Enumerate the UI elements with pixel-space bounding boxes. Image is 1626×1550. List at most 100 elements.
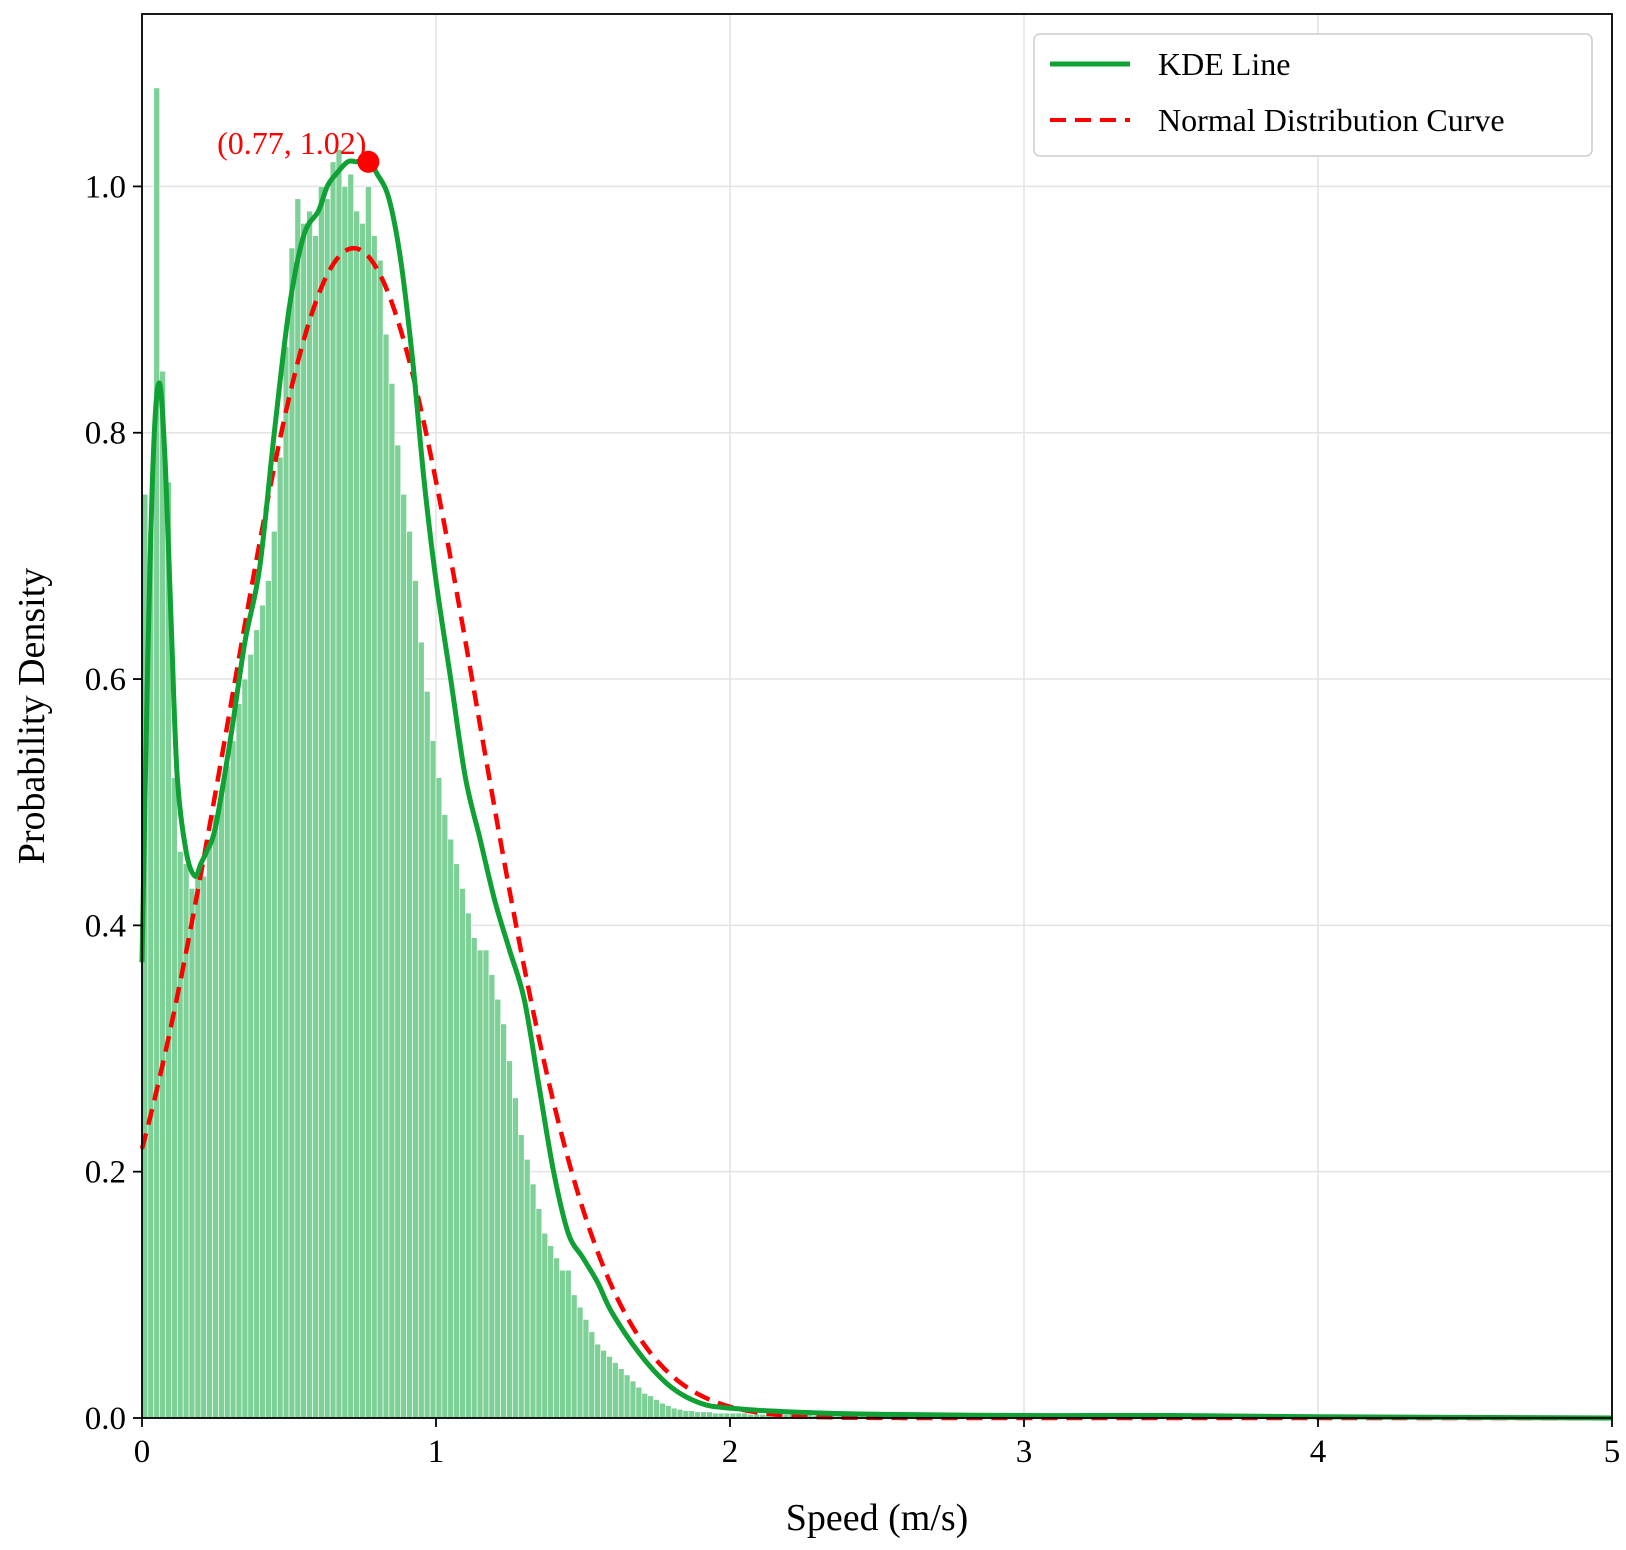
- histogram-bar: [171, 777, 178, 1419]
- histogram-bar: [382, 333, 390, 1419]
- histogram-bar: [559, 1269, 566, 1419]
- legend-normal-label: Normal Distribution Curve: [1158, 102, 1505, 138]
- histogram-bar: [235, 703, 243, 1419]
- histogram-bar: [229, 740, 237, 1419]
- x-tick-label: 1: [428, 1434, 445, 1470]
- histogram-bar: [506, 1060, 513, 1419]
- histogram-bar: [653, 1399, 660, 1419]
- peak-marker-group: (0.77, 1.02): [217, 125, 380, 173]
- y-tick-label: 0.0: [85, 1401, 126, 1437]
- histogram-bar: [565, 1269, 572, 1419]
- histogram-bar: [459, 888, 466, 1419]
- histogram-bar: [353, 210, 360, 1419]
- histogram-bar: [265, 580, 272, 1419]
- histogram-bar: [670, 1407, 678, 1419]
- histogram-bar: [312, 235, 319, 1419]
- histogram-bar: [700, 1411, 707, 1419]
- histogram-bar: [300, 223, 307, 1419]
- y-axis: 0.0 0.2 0.4 0.6 0.8 1.0: [85, 169, 142, 1437]
- histogram-bar: [365, 186, 372, 1419]
- histogram-bar: [629, 1380, 637, 1419]
- histogram-bar: [547, 1245, 554, 1419]
- histogram-bar: [535, 1208, 543, 1419]
- histogram-bar: [488, 974, 496, 1419]
- histogram-bar: [441, 814, 449, 1419]
- histogram-bar: [418, 641, 425, 1419]
- x-tick-label: 4: [1310, 1434, 1327, 1470]
- histogram-bar: [412, 580, 419, 1419]
- histogram-bar: [406, 530, 413, 1419]
- y-tick-label: 0.6: [85, 662, 126, 698]
- histogram-bar: [659, 1402, 666, 1419]
- histogram-bar: [371, 235, 378, 1419]
- histogram-bar: [476, 949, 484, 1419]
- histogram-bar: [400, 494, 407, 1419]
- histogram-bar: [435, 777, 443, 1419]
- histogram-bar: [259, 604, 266, 1419]
- histogram-bar: [306, 210, 313, 1419]
- histogram-bar: [588, 1331, 596, 1419]
- histogram-bar: [294, 198, 302, 1419]
- kde-curve: [139, 158, 1613, 1421]
- histogram-bar: [676, 1409, 684, 1419]
- histogram-bar: [282, 346, 290, 1419]
- x-tick-label: 2: [722, 1434, 739, 1470]
- x-axis: 0 1 2 3 4 5: [134, 1418, 1621, 1470]
- histogram-bar: [153, 87, 160, 1419]
- histogram-bar: [176, 851, 184, 1419]
- legend: KDE Line Normal Distribution Curve: [1033, 33, 1593, 157]
- histogram-bar: [576, 1306, 584, 1419]
- histogram-bar: [194, 875, 202, 1419]
- histogram-bar: [241, 678, 249, 1419]
- histogram-bar: [159, 370, 166, 1419]
- y-tick-label: 1.0: [85, 169, 126, 205]
- peak-marker: [357, 150, 380, 173]
- histogram-bar: [329, 161, 337, 1419]
- histogram-bar: [706, 1411, 713, 1419]
- x-tick-label: 5: [1604, 1434, 1621, 1470]
- histogram-bar: [206, 838, 213, 1419]
- histogram-bar: [582, 1319, 590, 1419]
- histogram-bar: [288, 247, 296, 1419]
- histogram-bar: [570, 1294, 578, 1419]
- histogram-bar: [188, 888, 196, 1419]
- histogram-bar: [253, 629, 260, 1419]
- histogram-bar: [470, 937, 478, 1419]
- legend-box: [1033, 33, 1593, 157]
- peak-annotation-label: (0.77, 1.02): [217, 125, 366, 161]
- histogram-bar: [594, 1343, 601, 1419]
- histogram-bar: [359, 223, 366, 1419]
- histogram-bar: [665, 1405, 672, 1419]
- histogram-bar: [388, 383, 396, 1419]
- histogram-bar: [553, 1257, 560, 1419]
- histogram-bar: [623, 1374, 631, 1419]
- histogram-bar: [500, 1023, 507, 1419]
- histogram-bar: [323, 198, 331, 1419]
- x-axis-label: Speed (m/s): [786, 1497, 969, 1539]
- histogram-bar: [523, 1159, 531, 1419]
- histogram-bar: [641, 1393, 648, 1419]
- histogram-bar: [335, 149, 343, 1419]
- histogram-bar: [224, 764, 231, 1419]
- histogram-bar: [212, 814, 219, 1419]
- histogram-bar: [512, 1097, 519, 1419]
- histogram-bar: [606, 1356, 613, 1419]
- histogram-bar: [682, 1410, 690, 1419]
- x-tick-label: 0: [134, 1434, 151, 1470]
- histogram-bar: [518, 1134, 525, 1419]
- histogram-bars: [141, 87, 1613, 1419]
- histogram-bar: [688, 1410, 696, 1419]
- histogram-bar: [647, 1395, 654, 1419]
- y-tick-label: 0.8: [85, 416, 126, 452]
- histogram-bar: [635, 1386, 643, 1419]
- histogram-bar: [447, 838, 454, 1419]
- histogram-bar: [276, 457, 284, 1419]
- y-tick-label: 0.2: [85, 1155, 126, 1191]
- histogram-bar: [423, 691, 431, 1419]
- histogram-bar: [612, 1362, 619, 1419]
- histogram-bar: [529, 1183, 537, 1419]
- histogram-bar: [600, 1349, 607, 1419]
- histogram-bar: [341, 186, 349, 1419]
- histogram-bar: [465, 912, 472, 1419]
